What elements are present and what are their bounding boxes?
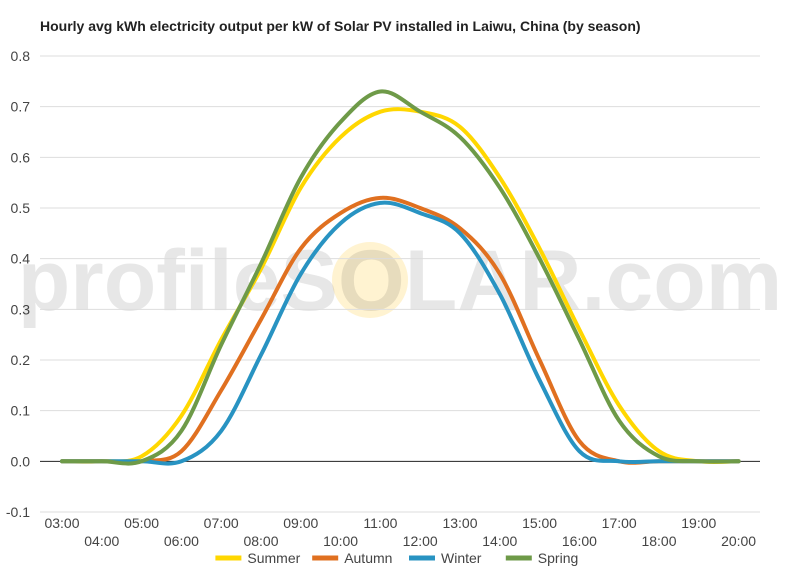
x-tick-label: 12:00 [403,533,438,549]
y-tick-label: 0.8 [11,48,31,64]
x-tick-label: 14:00 [482,533,517,549]
watermark-sun [332,242,408,318]
x-tick-label: 20:00 [721,533,756,549]
series-line-spring [60,89,741,466]
x-tick-label: 10:00 [323,533,358,549]
watermark-text: profileSOLAR.com [18,233,783,329]
y-tick-label: 0.4 [11,251,31,267]
chart-title: Hourly avg kWh electricity output per kW… [40,18,641,34]
x-tick-label: 19:00 [681,515,716,531]
y-tick-label: 0.7 [11,99,31,115]
y-tick-label: 0.3 [11,301,31,317]
series-line-winter [60,200,741,466]
x-tick-label: 13:00 [442,515,477,531]
y-tick-label: 0.0 [11,453,31,469]
y-tick-label: 0.1 [11,403,31,419]
x-tick-label: 05:00 [124,515,159,531]
x-tick-label: 16:00 [562,533,597,549]
x-tick-label: 18:00 [641,533,676,549]
legend-label-spring: Spring [538,550,578,566]
x-tick-label: 17:00 [602,515,637,531]
x-tick-label: 03:00 [44,515,79,531]
series-line-summer [60,107,741,465]
x-tick-label: 11:00 [363,515,397,531]
y-tick-label: -0.1 [6,504,30,520]
legend-label-autumn: Autumn [344,550,392,566]
x-tick-label: 07:00 [204,515,239,531]
x-tick-label: 06:00 [164,533,199,549]
x-tick-label: 15:00 [522,515,557,531]
y-tick-label: 0.2 [11,352,31,368]
x-tick-label: 09:00 [283,515,318,531]
x-tick-label: 08:00 [243,533,278,549]
y-tick-label: 0.6 [11,149,31,165]
legend-label-winter: Winter [441,550,482,566]
legend-label-summer: Summer [247,550,300,566]
y-tick-label: 0.5 [11,200,31,216]
x-tick-label: 04:00 [84,533,119,549]
